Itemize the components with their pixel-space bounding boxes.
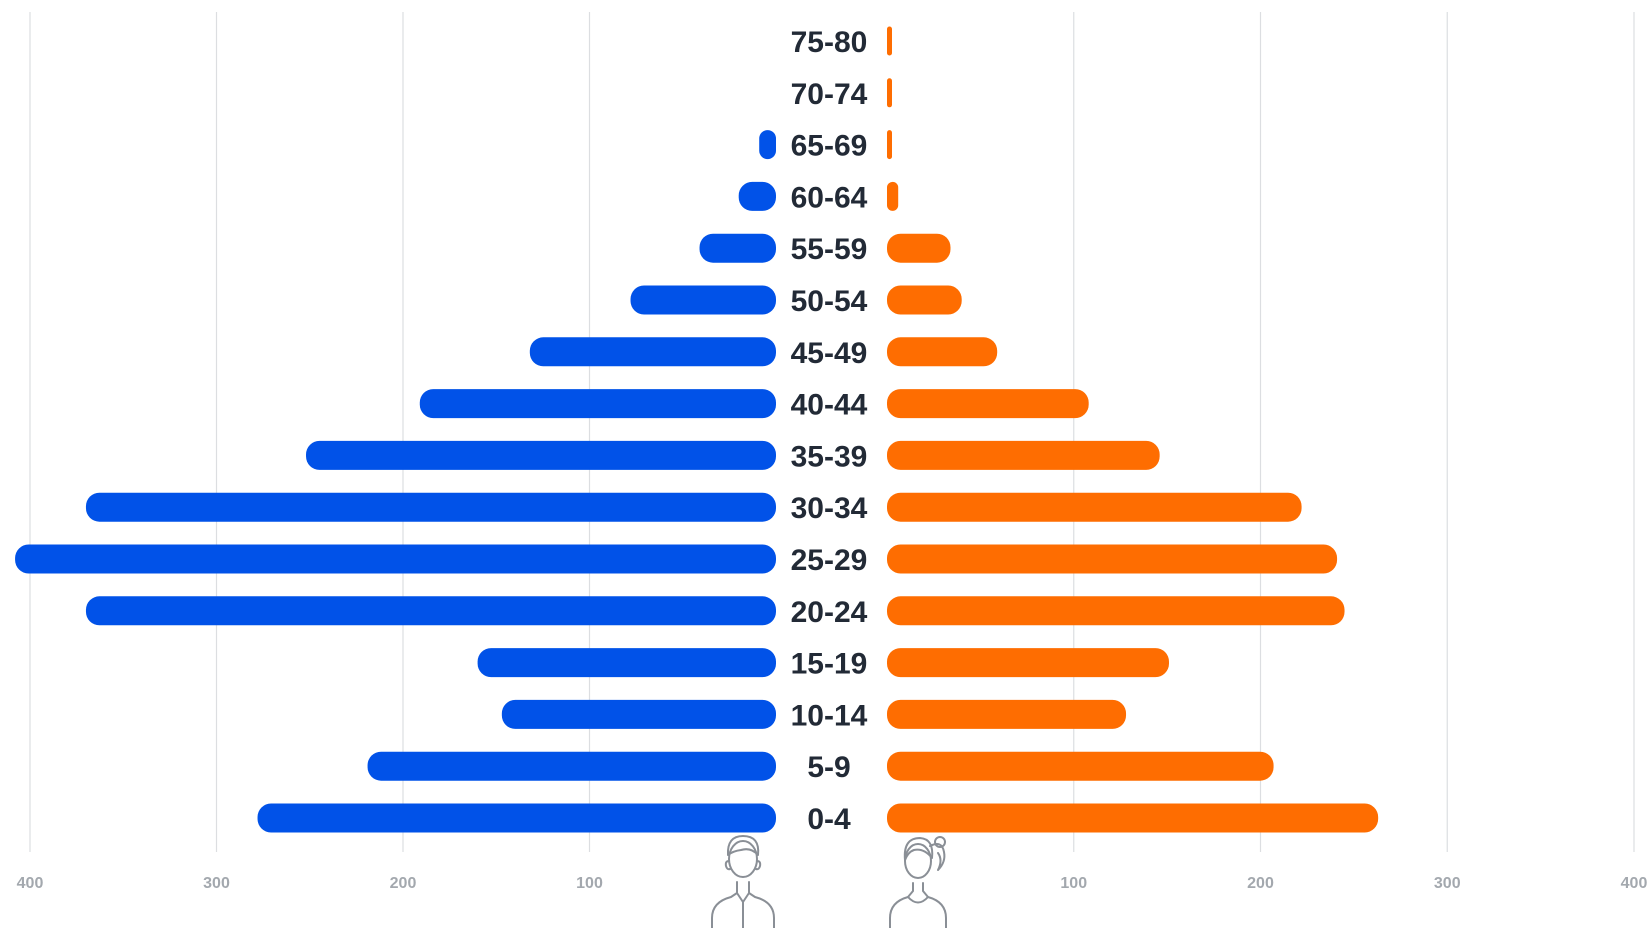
x-axis-tick-labels: 400 300 200 100 100 200 300 400 [17, 875, 1648, 892]
female-bar-0-4 [887, 803, 1379, 833]
tick-label-left-200: 200 [390, 875, 417, 892]
age-label-5-9: 5-9 [807, 751, 850, 784]
age-label-0-4: 0-4 [807, 803, 851, 836]
age-group-labels: 75-80 70-74 65-69 60-64 55-59 50-54 45-49 40-44… [791, 26, 868, 836]
female-bar-65-69 [887, 130, 892, 160]
male-bar-50-54 [630, 285, 776, 315]
male-bar-25-29 [15, 544, 776, 574]
female-bar-10-14 [887, 699, 1127, 729]
tick-label-right-100: 100 [1060, 875, 1087, 892]
male-bar-40-44 [419, 389, 776, 419]
tick-label-left-300: 300 [203, 875, 230, 892]
age-label-60-64: 60-64 [791, 181, 868, 214]
female-bar-60-64 [887, 181, 899, 211]
tick-label-left-400: 400 [17, 875, 44, 892]
age-label-65-69: 65-69 [791, 130, 868, 163]
male-bar-60-64 [738, 181, 776, 211]
age-label-20-24: 20-24 [791, 596, 868, 629]
age-label-10-14: 10-14 [791, 699, 868, 732]
male-bar-5-9 [367, 751, 776, 781]
male-bar-55-59 [699, 233, 776, 263]
female-bar-40-44 [887, 389, 1089, 419]
age-label-25-29: 25-29 [791, 544, 868, 577]
age-label-50-54: 50-54 [791, 285, 868, 318]
tick-label-left-100: 100 [576, 875, 603, 892]
female-bar-50-54 [887, 285, 962, 315]
male-bar-45-49 [529, 337, 776, 367]
female-bar-35-39 [887, 440, 1160, 470]
age-label-35-39: 35-39 [791, 440, 868, 473]
male-bar-65-69 [759, 130, 776, 160]
female-bar-75-80 [887, 26, 892, 56]
female-bar-15-19 [887, 648, 1169, 678]
male-bar-30-34 [85, 492, 776, 522]
female-bar-70-74 [887, 78, 892, 108]
age-label-30-34: 30-34 [791, 492, 868, 525]
male-bars [15, 130, 776, 833]
age-label-45-49: 45-49 [791, 337, 868, 370]
male-bar-15-19 [477, 648, 776, 678]
age-label-15-19: 15-19 [791, 648, 868, 681]
age-label-70-74: 70-74 [791, 78, 868, 111]
tick-label-right-400: 400 [1621, 875, 1648, 892]
male-bar-20-24 [85, 596, 776, 626]
female-bar-45-49 [887, 337, 998, 367]
male-bar-0-4 [257, 803, 776, 833]
female-bar-5-9 [887, 751, 1274, 781]
tick-label-right-200: 200 [1247, 875, 1274, 892]
female-bar-55-59 [887, 233, 951, 263]
female-bar-30-34 [887, 492, 1302, 522]
age-label-55-59: 55-59 [791, 233, 868, 266]
tick-label-right-300: 300 [1434, 875, 1461, 892]
female-bar-20-24 [887, 596, 1345, 626]
male-bar-35-39 [306, 440, 776, 470]
female-bar-25-29 [887, 544, 1338, 574]
grid-lines [29, 12, 1635, 852]
female-bars [887, 26, 1379, 833]
age-label-75-80: 75-80 [791, 26, 868, 59]
male-person-icon [711, 835, 775, 931]
female-person-icon [889, 836, 947, 931]
male-bar-10-14 [501, 699, 776, 729]
age-label-40-44: 40-44 [791, 389, 868, 422]
